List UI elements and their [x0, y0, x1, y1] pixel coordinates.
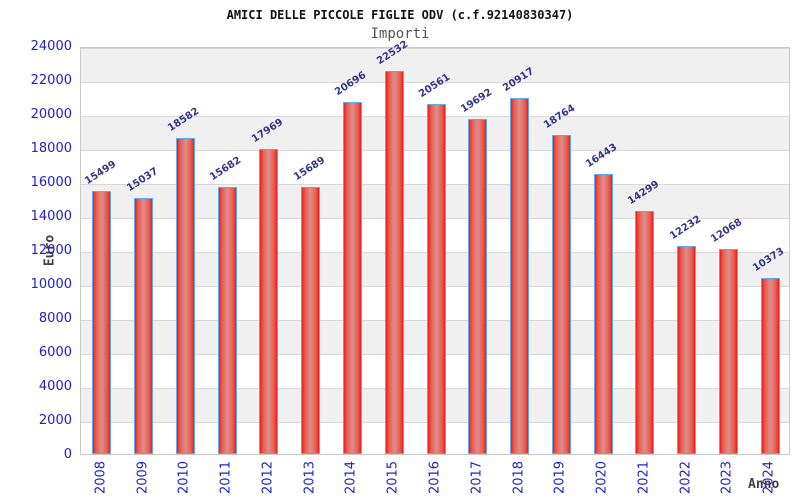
bar-value-label: 22532: [375, 38, 411, 67]
bar: [760, 277, 780, 454]
bar: [510, 98, 530, 454]
x-tick-label: 2020: [594, 460, 610, 495]
y-tick-label: 0: [63, 447, 72, 462]
x-tick-label: 2014: [343, 460, 359, 495]
y-tick-label: 24000: [30, 39, 72, 54]
x-axis-title: Anno: [748, 477, 780, 492]
y-tick-label: 12000: [30, 243, 72, 258]
x-tick-label: 2017: [469, 460, 485, 495]
bar: [468, 119, 488, 454]
bar: [677, 246, 697, 454]
x-tick-label: 2024: [761, 460, 777, 495]
x-tick-label: 2023: [719, 460, 735, 495]
bar-value-label: 18582: [166, 105, 202, 135]
bar-value-label: 12068: [709, 216, 745, 245]
x-tick-label: 2021: [636, 460, 652, 495]
bar: [259, 148, 279, 454]
bar: [551, 135, 571, 454]
bar: [635, 210, 655, 454]
bar: [384, 70, 404, 454]
x-tick-label: 2011: [218, 460, 234, 495]
bar-value-label: 15037: [124, 166, 160, 195]
y-tick-label: 8000: [38, 311, 72, 326]
bar-value-label: 15682: [208, 155, 244, 184]
chart-title: AMICI DELLE PICCOLE FIGLIE ODV (c.f.9214…: [226, 8, 574, 22]
x-tick-label: 2008: [93, 460, 109, 495]
bar-value-label: 18764: [542, 102, 578, 132]
bar: [426, 104, 446, 454]
bar-value-label: 17969: [249, 116, 286, 145]
chart-subtitle: Importi: [370, 26, 430, 42]
y-tick-label: 6000: [38, 345, 72, 360]
bar-value-label: 15499: [82, 158, 119, 187]
x-tick-label: 2013: [302, 460, 318, 495]
bar-value-label: 15689: [291, 155, 327, 184]
y-tick-label: 16000: [30, 175, 72, 190]
y-tick-label: 20000: [30, 107, 72, 122]
y-tick-label: 4000: [38, 379, 72, 394]
y-tick-label: 14000: [30, 209, 72, 224]
x-tick-label: 2015: [385, 460, 401, 495]
bar-value-label: 20561: [417, 72, 453, 101]
y-tick-label: 18000: [30, 141, 72, 156]
y-tick-label: 2000: [38, 413, 72, 428]
bar-value-label: 20696: [333, 69, 369, 99]
x-tick-label: 2012: [260, 460, 276, 495]
bar-value-label: 12232: [667, 213, 703, 243]
bar: [92, 190, 112, 454]
y-tick-label: 10000: [30, 277, 72, 292]
x-tick-label: 2019: [552, 460, 568, 495]
x-tick-label: 2009: [135, 460, 151, 495]
bar-value-label: 19692: [458, 87, 494, 116]
bar: [593, 174, 613, 454]
plot-area: 15499 15037 18582 15682 17969 15689 20696 22532…: [80, 39, 790, 455]
bar-value-label: 16443: [584, 142, 620, 171]
bar-value-label: 14299: [625, 178, 661, 207]
bar-value-label: 20917: [500, 66, 536, 95]
x-tick-label: 2016: [427, 460, 443, 495]
bar: [718, 248, 738, 454]
x-tick-label: 2010: [176, 460, 192, 495]
y-tick-label: 22000: [30, 73, 72, 88]
bar: [217, 187, 237, 454]
x-tick-label: 2018: [511, 460, 527, 495]
bar: [342, 102, 362, 454]
bar: [175, 138, 195, 454]
bar-value-label: 10373: [751, 245, 787, 274]
bar: [134, 198, 154, 454]
x-tick-label: 2022: [678, 460, 694, 495]
bar: [301, 187, 321, 454]
